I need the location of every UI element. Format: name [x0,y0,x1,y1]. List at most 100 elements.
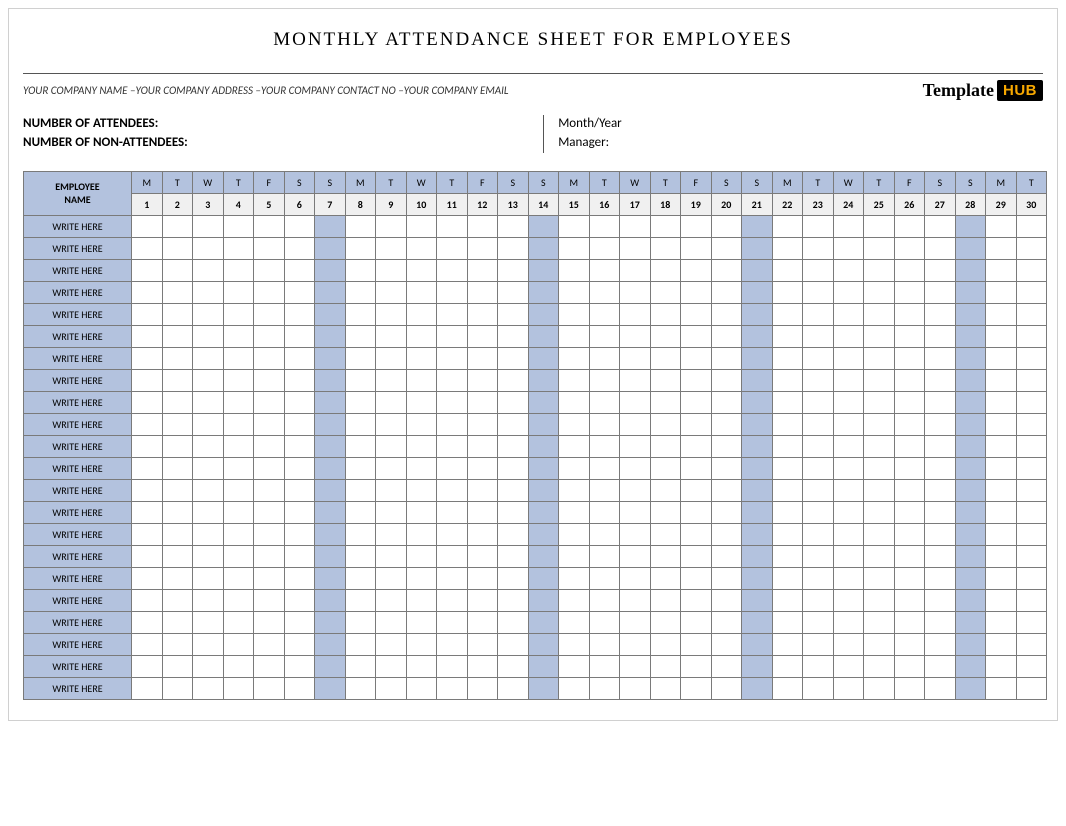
attendance-cell[interactable] [620,281,651,303]
attendance-cell[interactable] [437,303,468,325]
attendance-cell[interactable] [223,479,254,501]
attendance-cell[interactable] [772,545,803,567]
attendance-cell[interactable] [894,259,925,281]
attendance-cell[interactable] [437,633,468,655]
attendance-cell[interactable] [772,303,803,325]
attendance-cell[interactable] [803,259,834,281]
attendance-cell[interactable] [498,259,529,281]
attendance-cell[interactable] [589,325,620,347]
employee-name-cell[interactable]: WRITE HERE [24,325,132,347]
attendance-cell[interactable] [650,501,681,523]
employee-name-cell[interactable]: WRITE HERE [24,545,132,567]
employee-name-cell[interactable]: WRITE HERE [24,259,132,281]
attendance-cell[interactable] [955,589,986,611]
attendance-cell[interactable] [742,501,773,523]
attendance-cell[interactable] [742,281,773,303]
attendance-cell[interactable] [376,303,407,325]
attendance-cell[interactable] [803,677,834,699]
attendance-cell[interactable] [955,391,986,413]
attendance-cell[interactable] [528,501,559,523]
attendance-cell[interactable] [406,325,437,347]
attendance-cell[interactable] [223,435,254,457]
attendance-cell[interactable] [223,589,254,611]
attendance-cell[interactable] [162,567,193,589]
attendance-cell[interactable] [437,611,468,633]
attendance-cell[interactable] [254,457,285,479]
attendance-cell[interactable] [955,325,986,347]
attendance-cell[interactable] [620,259,651,281]
attendance-cell[interactable] [345,259,376,281]
attendance-cell[interactable] [132,237,163,259]
attendance-cell[interactable] [193,413,224,435]
attendance-cell[interactable] [193,281,224,303]
attendance-cell[interactable] [1016,435,1047,457]
attendance-cell[interactable] [711,677,742,699]
attendance-cell[interactable] [498,545,529,567]
attendance-cell[interactable] [559,611,590,633]
attendance-cell[interactable] [711,369,742,391]
attendance-cell[interactable] [650,259,681,281]
attendance-cell[interactable] [315,281,346,303]
attendance-cell[interactable] [681,479,712,501]
attendance-cell[interactable] [681,501,712,523]
attendance-cell[interactable] [650,391,681,413]
attendance-cell[interactable] [925,347,956,369]
attendance-cell[interactable] [254,215,285,237]
attendance-cell[interactable] [925,413,956,435]
attendance-cell[interactable] [315,479,346,501]
attendance-cell[interactable] [528,655,559,677]
attendance-cell[interactable] [589,457,620,479]
attendance-cell[interactable] [315,655,346,677]
attendance-cell[interactable] [162,215,193,237]
employee-name-cell[interactable]: WRITE HERE [24,237,132,259]
attendance-cell[interactable] [955,215,986,237]
attendance-cell[interactable] [254,391,285,413]
attendance-cell[interactable] [132,281,163,303]
attendance-cell[interactable] [467,567,498,589]
attendance-cell[interactable] [986,435,1017,457]
attendance-cell[interactable] [681,303,712,325]
attendance-cell[interactable] [803,479,834,501]
attendance-cell[interactable] [589,347,620,369]
attendance-cell[interactable] [620,457,651,479]
attendance-cell[interactable] [315,259,346,281]
attendance-cell[interactable] [864,589,895,611]
attendance-cell[interactable] [833,677,864,699]
attendance-cell[interactable] [803,545,834,567]
attendance-cell[interactable] [376,655,407,677]
attendance-cell[interactable] [467,501,498,523]
attendance-cell[interactable] [132,435,163,457]
attendance-cell[interactable] [315,457,346,479]
attendance-cell[interactable] [772,567,803,589]
attendance-cell[interactable] [254,677,285,699]
attendance-cell[interactable] [406,589,437,611]
attendance-cell[interactable] [986,501,1017,523]
attendance-cell[interactable] [559,237,590,259]
attendance-cell[interactable] [467,479,498,501]
attendance-cell[interactable] [406,611,437,633]
attendance-cell[interactable] [711,237,742,259]
attendance-cell[interactable] [650,281,681,303]
attendance-cell[interactable] [955,611,986,633]
attendance-cell[interactable] [742,677,773,699]
attendance-cell[interactable] [132,391,163,413]
attendance-cell[interactable] [193,567,224,589]
attendance-cell[interactable] [681,567,712,589]
attendance-cell[interactable] [711,259,742,281]
attendance-cell[interactable] [803,523,834,545]
attendance-cell[interactable] [528,391,559,413]
attendance-cell[interactable] [284,347,315,369]
attendance-cell[interactable] [864,391,895,413]
attendance-cell[interactable] [223,655,254,677]
attendance-cell[interactable] [1016,457,1047,479]
attendance-cell[interactable] [498,281,529,303]
attendance-cell[interactable] [1016,567,1047,589]
attendance-cell[interactable] [833,655,864,677]
attendance-cell[interactable] [162,545,193,567]
attendance-cell[interactable] [650,435,681,457]
attendance-cell[interactable] [955,523,986,545]
attendance-cell[interactable] [223,567,254,589]
attendance-cell[interactable] [589,611,620,633]
attendance-cell[interactable] [559,501,590,523]
attendance-cell[interactable] [620,215,651,237]
